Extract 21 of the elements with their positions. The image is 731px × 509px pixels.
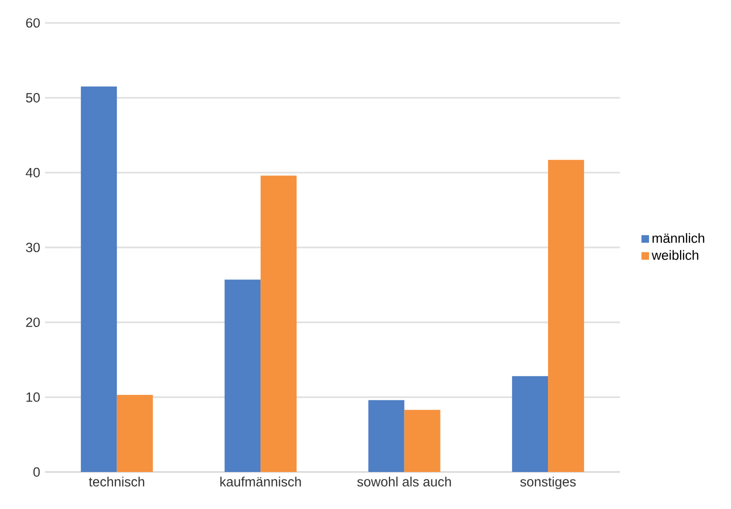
y-tick-label: 20 <box>26 318 40 328</box>
bar <box>548 160 584 472</box>
y-tick-label: 10 <box>26 392 40 402</box>
bar <box>512 376 548 472</box>
x-tick-label: sonstiges <box>520 476 576 490</box>
x-tick-label: technisch <box>88 476 144 486</box>
bar <box>404 410 440 472</box>
x-tick-label: sowohl als auch <box>357 476 451 486</box>
bar <box>260 176 297 472</box>
y-tick-label: 40 <box>26 168 40 178</box>
y-tick-label: 60 <box>26 18 40 28</box>
y-tick-label: 30 <box>26 242 40 252</box>
legend-label: weiblich <box>652 250 698 260</box>
bar <box>368 400 404 472</box>
legend-label: männlich <box>652 233 704 243</box>
y-tick-label: 0 <box>33 467 40 477</box>
bar <box>224 280 261 472</box>
bar <box>80 86 117 472</box>
x-tick-label: kaufmännisch <box>220 476 301 486</box>
bar <box>116 394 153 472</box>
y-tick-label: 50 <box>26 93 40 102</box>
